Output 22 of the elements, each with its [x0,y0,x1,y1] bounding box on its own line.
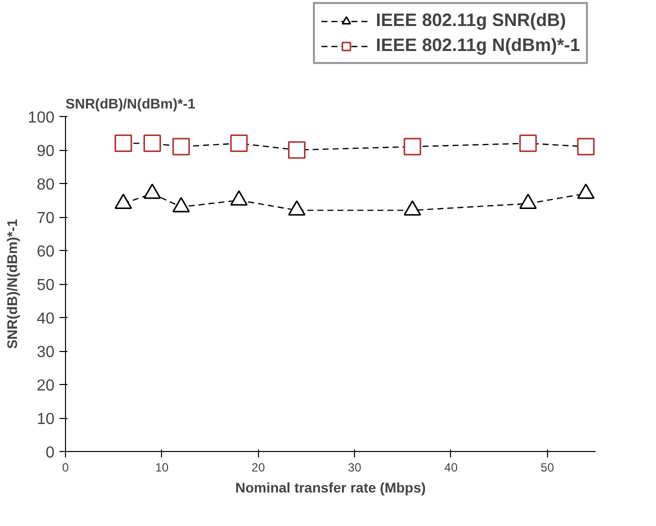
legend-label: IEEE 802.11g N(dBm)*-1 [376,35,580,56]
x-tick-label: 20 [252,460,266,474]
y-tick-label: 50 [36,277,55,294]
y-tick-label: 30 [36,344,55,361]
legend-label: IEEE 802.11g SNR(dB) [376,10,566,31]
x-tick-label: 30 [348,460,362,474]
y-tick-label: 10 [36,411,55,428]
text: SNR(dB)/N(dBm)*-1 [66,96,196,112]
x-tick-label: 40 [444,460,458,474]
y-tick-label: 0 [46,444,55,462]
y-axis-title: SNR(dB)/N(dBm)*-1 [4,218,20,349]
y-tick-label: 60 [36,244,55,260]
y-tick-label: 100 [28,110,55,126]
x-tick-label: 10 [155,460,169,474]
x-tick-label: 50 [540,460,554,474]
y-tick-label: 70 [36,210,55,227]
y-tick-label: 20 [36,378,55,394]
y-tick-label: 40 [36,310,55,328]
x-tick-label: 0 [62,460,70,474]
y-tick-label: 90 [36,143,55,160]
y-tick-label: 80 [36,176,55,194]
x-axis-title: Nominal transfer rate (Mbps) [235,480,426,496]
